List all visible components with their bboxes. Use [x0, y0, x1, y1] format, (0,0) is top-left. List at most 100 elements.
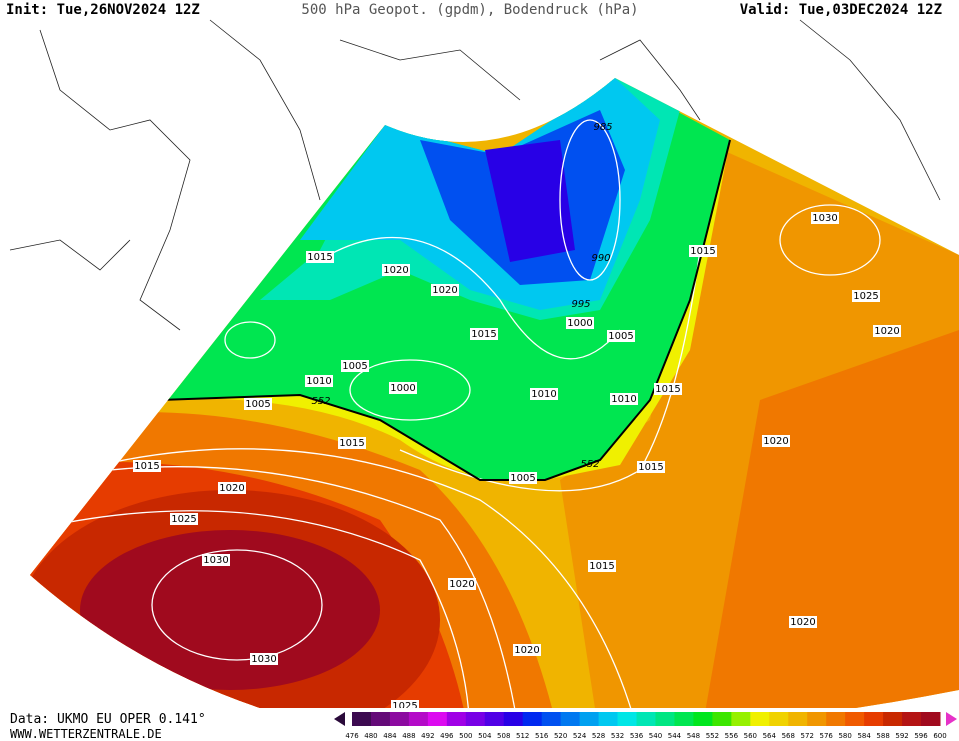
colorbar-label: 588: [876, 732, 889, 740]
contour-label: 1020: [874, 326, 899, 337]
contour-label: 1030: [251, 654, 276, 665]
contour-label: 1020: [449, 579, 474, 590]
label-box: [448, 578, 476, 590]
colorbar-swatch: [769, 712, 789, 726]
colorbar-swatch: [389, 712, 410, 726]
header-bg: [0, 0, 959, 18]
contour-label: 1005: [342, 361, 367, 372]
label-box: [811, 212, 839, 224]
colorbar-label: 484: [383, 732, 397, 740]
contour-label: 1025: [171, 514, 196, 525]
contour-label: 1015: [690, 246, 715, 257]
colorbar-swatch: [750, 712, 770, 726]
contour-label: 1015: [134, 461, 159, 472]
colorbar-swatch: [921, 712, 941, 726]
colorbar-label: 528: [592, 732, 605, 740]
colorbar-swatch: [617, 712, 638, 726]
label-box: [789, 616, 817, 628]
colorbar-label: 480: [364, 732, 377, 740]
colorbar-label: 512: [516, 732, 529, 740]
colorbar-label: 572: [801, 732, 814, 740]
label-box: [382, 264, 410, 276]
colorbar-swatch: [864, 712, 884, 726]
contour-label: 1030: [203, 555, 228, 566]
colorbar-swatch: [845, 712, 865, 726]
colorbar-label: 500: [459, 732, 472, 740]
contour-552: [159, 139, 731, 481]
colorbar-swatch: [788, 712, 808, 726]
colorbar-swatch: [807, 712, 827, 726]
label-box: [338, 437, 366, 449]
colorbar-swatch: [636, 712, 656, 726]
label-box: [762, 435, 790, 447]
colorbar-label: 576: [820, 732, 834, 740]
label-box: [852, 290, 880, 302]
colorbar-swatch: [465, 712, 486, 726]
contour-label: 1010: [306, 376, 331, 387]
contour-label: 1005: [608, 331, 633, 342]
label-box: [530, 388, 558, 400]
contour-label: 985: [593, 122, 612, 133]
contour-label: 1000: [567, 318, 592, 329]
colorbar-label: 596: [914, 732, 928, 740]
colorbar: 476 480 484 488 492 496 500 504 508 512 516 520 524 5…: [345, 712, 947, 740]
colorbar-label: 568: [782, 732, 795, 740]
colorbar-swatch: [522, 712, 543, 726]
label-box: [244, 398, 272, 410]
colorbar-swatch: [902, 712, 922, 726]
colorbar-label: 488: [402, 732, 415, 740]
label-box: [250, 653, 278, 665]
label-box: [509, 472, 537, 484]
label-box: [637, 461, 665, 473]
title: 500 hPa Geopot. (gpdm), Bodendruck (hPa): [301, 2, 638, 18]
label-box: [389, 382, 417, 394]
colorbar-swatch: [579, 712, 600, 726]
colorbar-label: 504: [478, 732, 492, 740]
colorbar-label: 552: [706, 732, 719, 740]
contour-label: 552: [580, 459, 599, 470]
init-text: Init: Tue,26NOV2024 12Z: [6, 2, 200, 18]
colorbar-label: 544: [668, 732, 682, 740]
label-box: [341, 360, 369, 372]
colorbar-label: 560: [744, 732, 757, 740]
label-box: [218, 482, 246, 494]
colorbar-swatch: [408, 712, 429, 726]
label-box: [513, 644, 541, 656]
contour-label: 1005: [510, 473, 535, 484]
contour-label: 1020: [763, 436, 788, 447]
colorbar-swatch: [446, 712, 467, 726]
colorbar-swatch: [484, 712, 505, 726]
colorbar-label: 492: [421, 732, 434, 740]
data-source: Data: UKMO EU OPER 0.141°: [10, 712, 206, 727]
label-box: [588, 560, 616, 572]
contour-label: 1020: [790, 617, 815, 628]
contour-label: 1015: [471, 329, 496, 340]
colorbar-label: 516: [535, 732, 549, 740]
colorbar-swatch: [560, 712, 581, 726]
colorbar-label: 592: [895, 732, 908, 740]
colorbar-swatch: [655, 712, 675, 726]
colorbar-label: 508: [497, 732, 510, 740]
colorbar-label: 548: [687, 732, 700, 740]
contour-label: 1020: [383, 265, 408, 276]
contour-label: 1000: [390, 383, 415, 394]
colorbar-swatch: [598, 712, 619, 726]
colorbar-swatch: [883, 712, 903, 726]
colorbar-swatch: [503, 712, 524, 726]
contour-label: 1020: [514, 645, 539, 656]
label-box: [202, 554, 230, 566]
colorbar-swatch: [352, 712, 372, 726]
colorbar-label: 540: [649, 732, 662, 740]
colorbar-label: 532: [611, 732, 624, 740]
label-box: [654, 383, 682, 395]
label-box: [470, 328, 498, 340]
contour-label: 1015: [307, 252, 332, 263]
label-box: [306, 251, 334, 263]
contour-label: 1015: [638, 462, 663, 473]
colorbar-high: [946, 712, 957, 726]
contour-label: 1020: [219, 483, 244, 494]
valid-text: Valid: Tue,03DEC2024 12Z: [740, 2, 942, 18]
colorbar-label: 580: [838, 732, 851, 740]
